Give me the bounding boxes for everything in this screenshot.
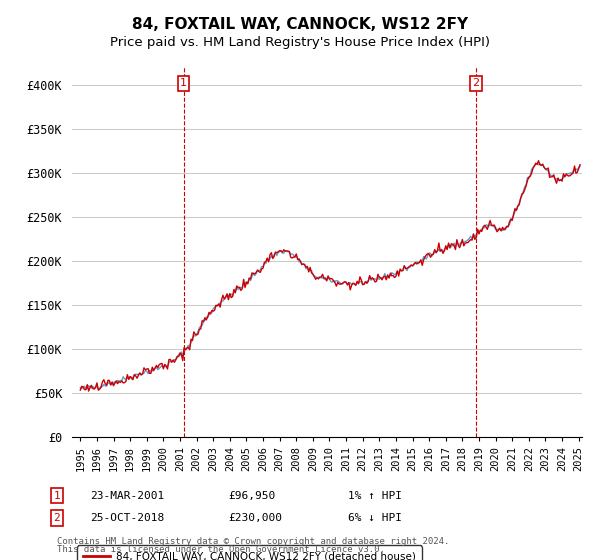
Text: £96,950: £96,950	[228, 491, 275, 501]
Text: 25-OCT-2018: 25-OCT-2018	[90, 513, 164, 523]
Text: Contains HM Land Registry data © Crown copyright and database right 2024.: Contains HM Land Registry data © Crown c…	[57, 537, 449, 546]
Legend: 84, FOXTAIL WAY, CANNOCK, WS12 2FY (detached house), HPI: Average price, detache: 84, FOXTAIL WAY, CANNOCK, WS12 2FY (deta…	[77, 545, 422, 560]
Text: 1: 1	[180, 78, 187, 88]
Text: 6% ↓ HPI: 6% ↓ HPI	[348, 513, 402, 523]
Text: 23-MAR-2001: 23-MAR-2001	[90, 491, 164, 501]
Text: 2: 2	[53, 513, 61, 523]
Text: 84, FOXTAIL WAY, CANNOCK, WS12 2FY: 84, FOXTAIL WAY, CANNOCK, WS12 2FY	[132, 17, 468, 32]
Text: Price paid vs. HM Land Registry's House Price Index (HPI): Price paid vs. HM Land Registry's House …	[110, 36, 490, 49]
Text: 1% ↑ HPI: 1% ↑ HPI	[348, 491, 402, 501]
Text: 2: 2	[472, 78, 479, 88]
Text: £230,000: £230,000	[228, 513, 282, 523]
Text: This data is licensed under the Open Government Licence v3.0.: This data is licensed under the Open Gov…	[57, 545, 385, 554]
Text: 1: 1	[53, 491, 61, 501]
